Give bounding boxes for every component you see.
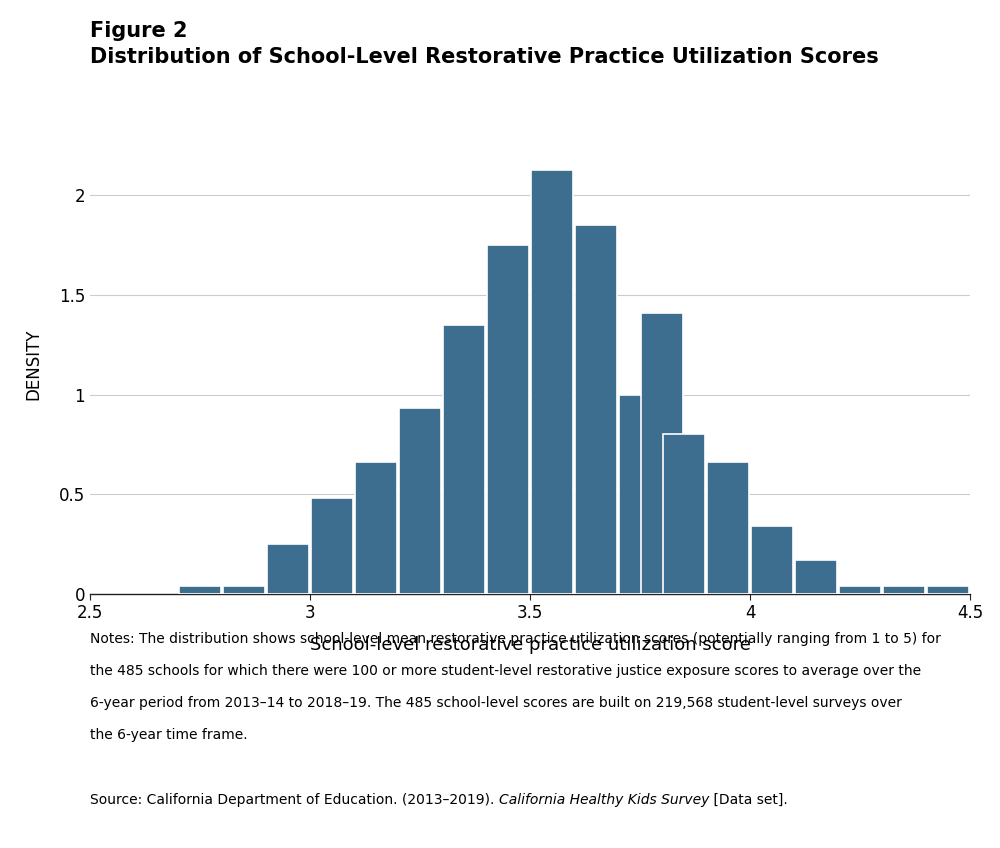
Text: Figure 2: Figure 2	[90, 21, 188, 42]
Bar	[927, 586, 969, 594]
Text: 6-year period from 2013–14 to 2018–19. The 485 school-level scores are built on : 6-year period from 2013–14 to 2018–19. T…	[90, 696, 902, 711]
Bar	[663, 434, 705, 594]
Bar	[487, 245, 529, 594]
Bar	[707, 462, 749, 594]
Bar	[619, 394, 661, 594]
Bar	[355, 462, 397, 594]
Bar	[751, 526, 793, 594]
Bar	[223, 586, 265, 594]
Bar	[311, 498, 353, 594]
Text: [Data set].: [Data set].	[709, 793, 788, 807]
Bar	[883, 586, 925, 594]
Bar	[575, 226, 617, 594]
Text: California Healthy Kids Survey: California Healthy Kids Survey	[499, 793, 709, 807]
Text: Source: California Department of Education. (2013–2019).: Source: California Department of Educati…	[90, 793, 499, 807]
Bar	[839, 586, 881, 594]
Bar	[399, 409, 441, 594]
Bar	[267, 544, 309, 594]
Text: Distribution of School-Level Restorative Practice Utilization Scores: Distribution of School-Level Restorative…	[90, 47, 879, 67]
Y-axis label: DENSITY: DENSITY	[24, 329, 42, 400]
Text: the 6-year time frame.: the 6-year time frame.	[90, 728, 248, 743]
Bar	[641, 313, 683, 594]
Bar	[531, 170, 573, 594]
Bar	[443, 325, 485, 594]
Bar	[795, 560, 837, 594]
Text: the 485 schools for which there were 100 or more student-level restorative justi: the 485 schools for which there were 100…	[90, 664, 921, 678]
X-axis label: School-level restorative practice utilization score: School-level restorative practice utiliz…	[310, 636, 750, 654]
Bar	[179, 586, 221, 594]
Text: Notes: The distribution shows school-level mean restorative practice utilization: Notes: The distribution shows school-lev…	[90, 632, 941, 646]
